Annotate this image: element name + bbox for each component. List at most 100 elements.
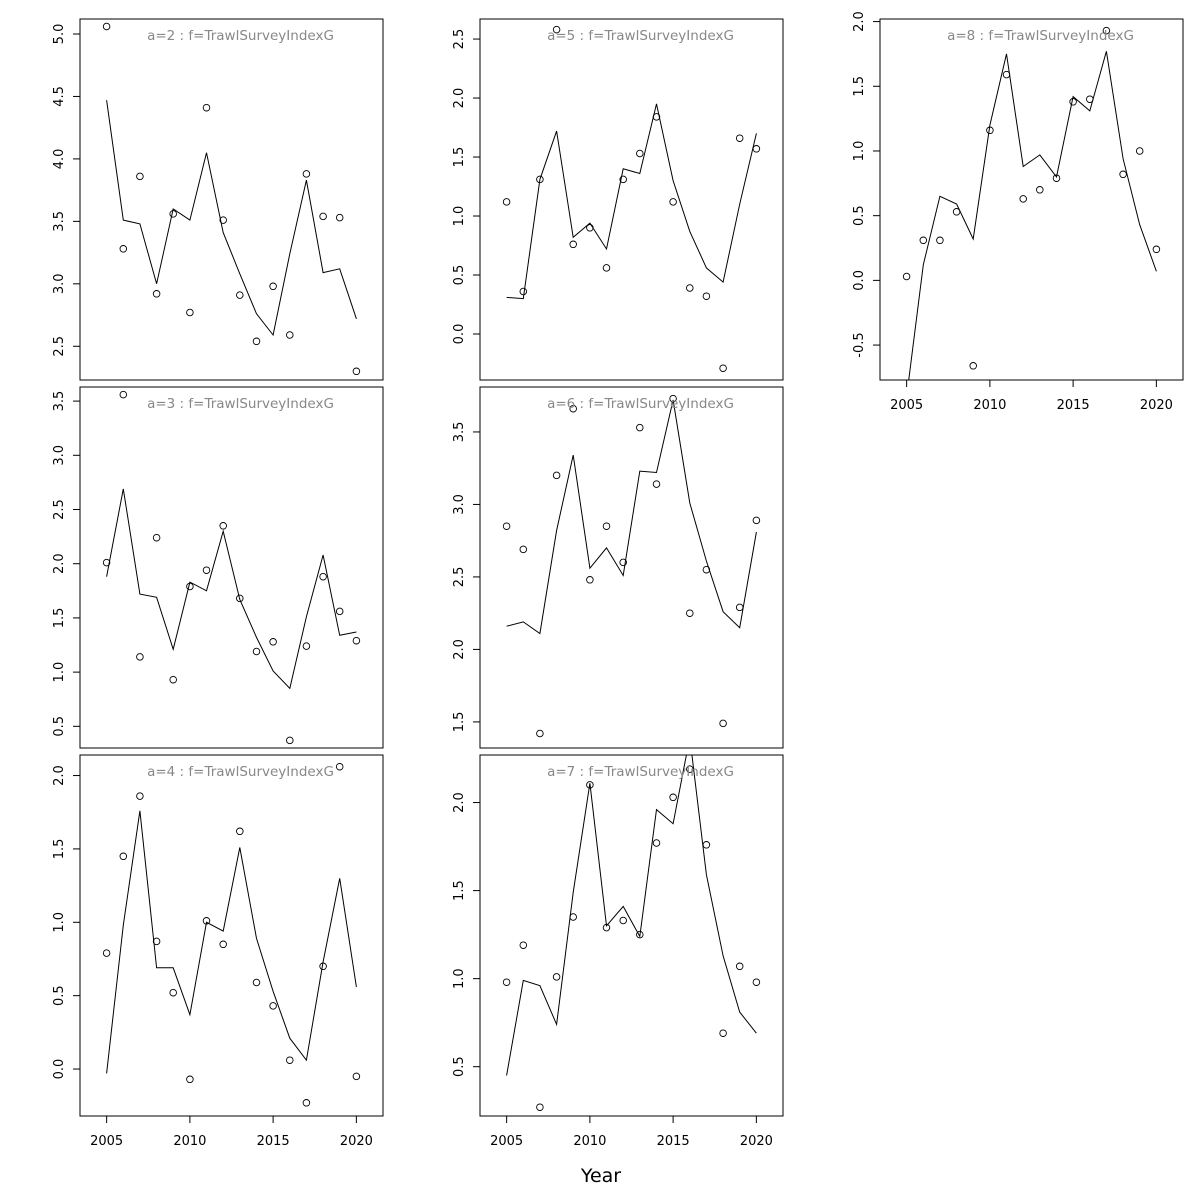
y-tick-label: 2.5 xyxy=(452,29,467,50)
observed-point xyxy=(252,978,261,987)
fitted-series-line xyxy=(106,488,357,690)
observed-point xyxy=(1036,186,1044,194)
observed-point xyxy=(735,134,744,142)
observed-point xyxy=(136,653,144,661)
panel-3: 0.0 0.5 1.0 1.5 2.0 2005 2010 2015 2020 a=4 : f=T… xyxy=(52,754,384,1149)
observed-point xyxy=(969,362,977,370)
x-tick-label: 2020 xyxy=(740,1134,773,1149)
y-axis: -0.5 0.0 0.5 1.0 1.5 2.0 xyxy=(852,11,880,358)
y-tick-label: 0.0 xyxy=(452,324,467,345)
y-tick-label: 3.0 xyxy=(52,445,67,466)
y-tick-label: 0.5 xyxy=(852,205,867,226)
fitted-series-line xyxy=(506,103,757,300)
y-tick-label: 0.5 xyxy=(52,985,67,1006)
observed-point xyxy=(352,1072,361,1081)
observed-point xyxy=(619,558,627,567)
observed-point xyxy=(319,572,327,581)
panel-title: a=6 : f=TrawlSurveyIndexG xyxy=(547,396,734,412)
y-tick-label: 1.0 xyxy=(52,662,67,683)
y-tick-label: 1.5 xyxy=(452,712,467,733)
y-tick-label: 2.0 xyxy=(452,792,467,813)
y-tick-label: 3.0 xyxy=(452,494,467,515)
y-tick-label: 2.0 xyxy=(52,765,67,786)
fitted-series-line xyxy=(506,755,757,1076)
observed-point xyxy=(652,480,661,488)
observed-point xyxy=(119,390,128,399)
y-tick-label: 2.0 xyxy=(452,639,467,660)
y-tick-label: 0.5 xyxy=(52,716,67,737)
observed-point xyxy=(986,126,994,135)
observed-point xyxy=(102,949,111,957)
y-tick-label: 1.5 xyxy=(852,76,867,97)
observed-point xyxy=(152,290,161,298)
observed-point xyxy=(536,1103,544,1111)
panel-title: a=3 : f=TrawlSurveyIndexG xyxy=(147,396,334,412)
observed-point xyxy=(752,978,761,986)
observed-point xyxy=(352,367,361,376)
y-tick-label: 2.5 xyxy=(52,336,67,357)
observed-point xyxy=(152,937,161,946)
plot-frame xyxy=(79,18,384,381)
observed-point xyxy=(286,736,294,745)
observed-point xyxy=(652,839,661,847)
observed-point xyxy=(502,978,511,986)
panel-title: a=8 : f=TrawlSurveyIndexG xyxy=(947,28,1134,44)
y-tick-label: 1.0 xyxy=(52,912,67,933)
observed-point xyxy=(102,558,111,567)
observed-point xyxy=(286,1056,294,1064)
y-axis: 0.0 0.5 1.0 1.5 2.0 xyxy=(52,765,80,1079)
x-tick-label: 2015 xyxy=(657,1134,690,1149)
observed-point xyxy=(236,594,244,603)
fitted-series-line xyxy=(908,51,1157,380)
observed-point xyxy=(719,1029,727,1037)
x-tick-label: 2005 xyxy=(490,1134,523,1149)
panel-5: 1.5 2.0 2.5 3.0 3.5 a=6 : f=TrawlSurveyIndexG xyxy=(452,386,784,749)
observed-point xyxy=(202,103,211,112)
y-tick-label: 2.0 xyxy=(852,11,867,32)
observed-point xyxy=(686,284,694,292)
observed-point xyxy=(335,213,344,222)
observed-point xyxy=(1102,26,1111,35)
y-tick-label: -0.5 xyxy=(852,332,867,357)
panel-7: -0.5 0.0 0.5 1.0 1.5 2.0 2005 2010 2015 2020 a=8 :… xyxy=(852,11,1184,413)
observed-point xyxy=(219,216,227,224)
panel-1: 2.5 3.0 3.5 4.0 4.5 5.0 a=2 : f=TrawlSurveyInd… xyxy=(52,18,384,381)
observed-point xyxy=(102,22,111,31)
y-axis: 0.5 1.0 1.5 2.0 xyxy=(452,792,480,1077)
x-tick-label: 2015 xyxy=(257,1134,290,1149)
y-tick-label: 1.5 xyxy=(452,147,467,168)
y-tick-label: 3.0 xyxy=(52,273,67,294)
y-tick-label: 0.5 xyxy=(452,265,467,286)
observed-point xyxy=(519,545,528,554)
observed-point xyxy=(586,781,594,789)
observed-point xyxy=(536,729,544,738)
x-axis: 2005 2010 2015 2020 xyxy=(90,1116,373,1149)
y-tick-label: 0.0 xyxy=(52,1059,67,1080)
observed-point xyxy=(302,642,311,650)
y-tick-label: 1.0 xyxy=(852,141,867,162)
observed-point xyxy=(302,170,311,178)
observed-point xyxy=(1002,70,1011,79)
observed-point xyxy=(569,913,577,921)
observed-point xyxy=(669,394,677,403)
observed-point xyxy=(136,172,144,181)
y-tick-label: 4.5 xyxy=(52,86,67,107)
observed-point xyxy=(286,331,294,339)
observed-point xyxy=(702,841,711,849)
observed-point xyxy=(186,1075,194,1084)
observed-point xyxy=(219,522,227,530)
observed-point xyxy=(319,212,327,221)
observed-point xyxy=(652,113,661,121)
y-tick-label: 1.5 xyxy=(52,608,67,629)
observed-point xyxy=(735,603,744,612)
y-axis: 1.5 2.0 2.5 3.0 3.5 xyxy=(452,422,480,733)
observed-point xyxy=(1086,95,1094,103)
observed-point xyxy=(502,198,511,206)
fitted-series-line xyxy=(106,810,357,1074)
x-axis: 2005 2010 2015 2020 xyxy=(490,1116,773,1149)
y-axis: 2.5 3.0 3.5 4.0 4.5 5.0 xyxy=(52,24,80,357)
observed-point xyxy=(752,516,761,525)
x-tick-label: 2020 xyxy=(340,1134,373,1149)
y-tick-label: 3.5 xyxy=(52,211,67,232)
